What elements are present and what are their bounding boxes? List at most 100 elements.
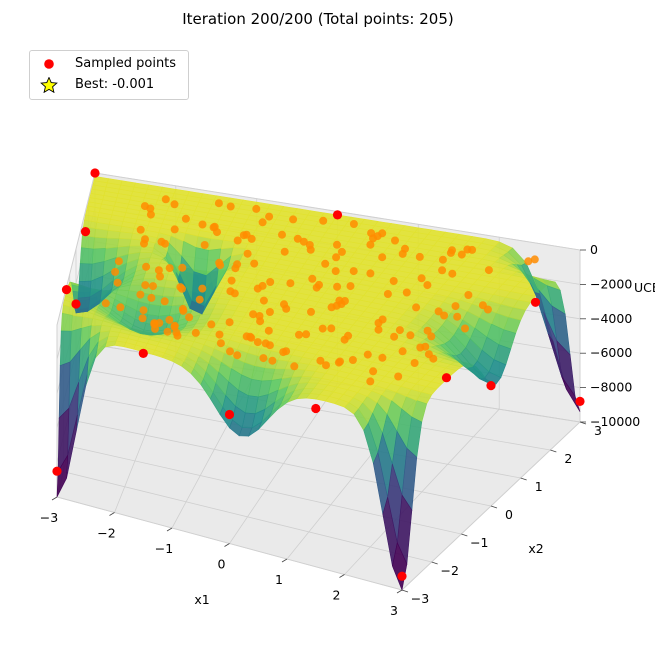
surface-cell [59, 330, 72, 367]
sampled-point [346, 282, 355, 291]
sampled-point [259, 296, 268, 305]
sampled-point [259, 354, 268, 363]
z-tick-label: 0 [590, 242, 598, 257]
z-tick-label: −10000 [590, 414, 640, 429]
sampled-point [307, 307, 315, 316]
sampled-point [524, 257, 533, 266]
sampled-point [52, 466, 62, 476]
surface-cell [56, 455, 68, 498]
sampled-point [243, 249, 252, 258]
z-tick-label: −2000 [590, 276, 632, 291]
x-tick-mark [339, 574, 345, 578]
surface-cell [488, 359, 507, 378]
sampled-point [366, 240, 375, 249]
sampled-point [165, 264, 174, 273]
sampled-point [233, 260, 242, 269]
sampled-point [575, 396, 585, 406]
surface-cell [208, 238, 224, 251]
sampled-point [181, 214, 190, 223]
sampled-point [484, 266, 493, 275]
sampled-point [154, 266, 163, 275]
sampled-point [349, 220, 358, 228]
star-icon [40, 77, 58, 93]
sampled-point [185, 313, 194, 322]
sampled-point [116, 303, 125, 312]
sampled-point [383, 290, 392, 298]
sampled-point [461, 324, 469, 333]
sampled-point [451, 302, 460, 311]
sampled-point [165, 315, 174, 324]
sampled-point [378, 315, 387, 324]
sampled-point [332, 210, 343, 220]
legend: Sampled points Best: -0.001 [29, 50, 189, 100]
sampled-point [415, 252, 424, 261]
sampled-point [394, 372, 403, 381]
sampled-point [114, 257, 123, 266]
x-tick-label: −2 [97, 526, 115, 541]
sampled-point [150, 319, 159, 328]
sampled-point [344, 331, 353, 340]
sampled-point [412, 303, 421, 312]
sampled-point [161, 195, 170, 204]
sampled-point [146, 204, 155, 213]
x-tick-mark [224, 543, 230, 547]
sampled-point [299, 237, 308, 246]
legend-label-sampled: Sampled points [75, 56, 177, 71]
surface-cell [193, 247, 209, 277]
surface-cell [105, 237, 120, 249]
sampled-point [163, 327, 172, 336]
sampled-point [151, 324, 159, 333]
sampled-point [173, 331, 182, 340]
z-axis-label: UCB [634, 280, 655, 295]
legend-item-sampled: Sampled points [30, 54, 188, 74]
y-tick-label: 2 [564, 451, 572, 466]
sampled-point [61, 285, 72, 295]
sampled-point [266, 278, 275, 286]
y-axis-label: x2 [528, 541, 543, 556]
sampled-point [156, 272, 164, 281]
sampled-point [441, 373, 452, 383]
sampled-point [448, 269, 457, 278]
x-tick-mark [281, 558, 288, 563]
y-tick-mark [520, 477, 527, 481]
chart-title: Iteration 200/200 (Total points: 205) [182, 10, 454, 28]
sampled-points [52, 168, 585, 581]
sampled-point [214, 199, 223, 208]
sampled-point [226, 202, 235, 211]
sampled-point [101, 299, 110, 308]
y-tick-label: −2 [440, 563, 458, 578]
sampled-point [440, 311, 449, 320]
sampled-point [225, 318, 234, 327]
sampled-point [227, 276, 236, 285]
sampled-point [216, 339, 225, 348]
sampled-point [282, 347, 291, 356]
sampled-point [264, 326, 273, 335]
sampled-point [289, 215, 298, 224]
sampled-point [337, 247, 346, 256]
sampled-point [136, 290, 145, 299]
sampled-point [198, 220, 207, 229]
sampled-point [136, 225, 145, 234]
sampled-point [200, 241, 209, 249]
sampled-point [378, 253, 387, 262]
z-tick-label: −4000 [590, 311, 632, 326]
sampled-point [367, 229, 376, 238]
sampled-point [308, 274, 317, 283]
x-tick-label: 1 [275, 572, 283, 587]
surface-cell [189, 300, 205, 315]
sampled-point [305, 241, 314, 249]
sampled-point [423, 281, 432, 290]
surface-cell [79, 247, 94, 265]
sampled-point [331, 267, 340, 276]
sampled-point [280, 247, 289, 256]
sampled-point [334, 358, 343, 367]
sampled-point [71, 299, 81, 309]
x-axis-label: x1 [194, 592, 209, 607]
sampled-point [417, 274, 426, 283]
sampled-point [321, 259, 330, 268]
x-tick-label: 0 [218, 557, 226, 572]
sampled-point [157, 237, 166, 246]
surface-cell [117, 238, 132, 248]
x-tick-mark [109, 512, 115, 516]
